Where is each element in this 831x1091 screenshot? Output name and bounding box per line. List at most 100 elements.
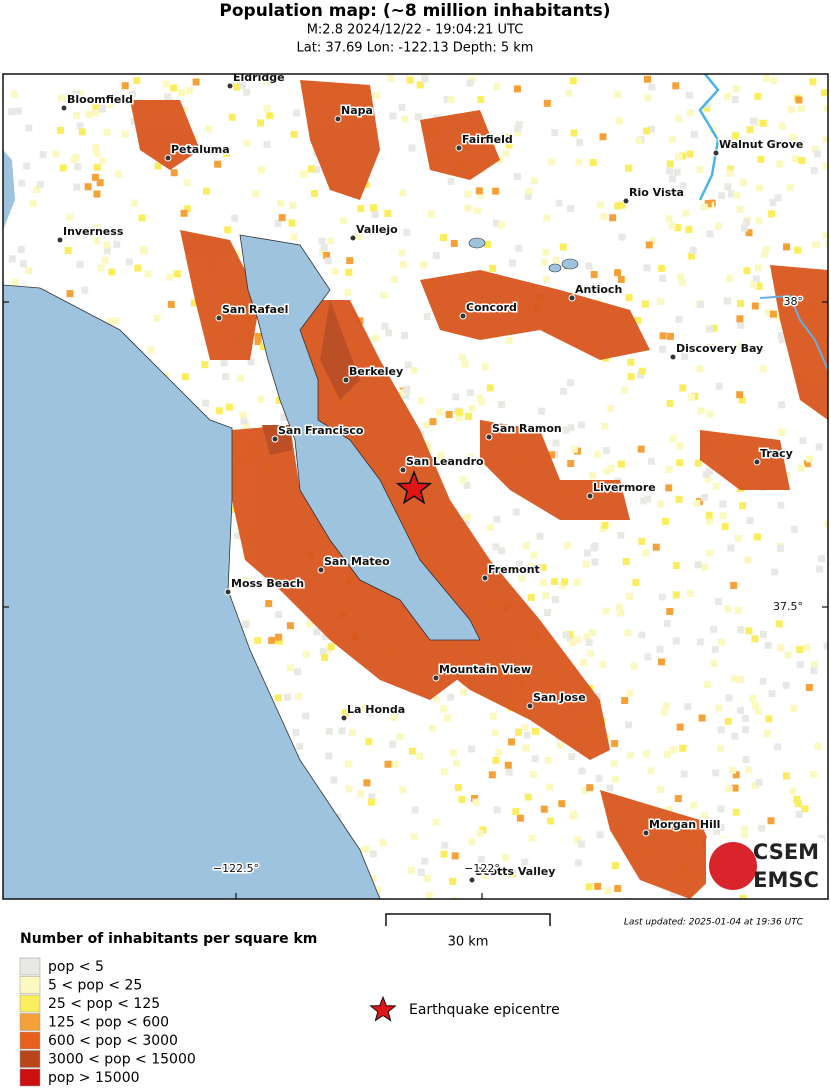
pop-cell	[139, 245, 147, 253]
pop-cell	[725, 785, 733, 793]
pop-cell	[595, 774, 603, 782]
pop-cell	[696, 638, 704, 646]
pop-cell	[736, 315, 744, 323]
pop-cell	[406, 76, 414, 84]
pop-cell	[577, 421, 585, 429]
pop-cell	[627, 358, 635, 366]
pop-cell	[713, 827, 721, 835]
pop-cell	[461, 360, 469, 368]
pop-cell	[173, 270, 181, 278]
pop-cell	[763, 730, 771, 738]
legend-title: Number of inhabitants per square km	[20, 931, 317, 947]
pop-cell	[685, 225, 693, 233]
pop-cell	[774, 194, 782, 202]
pop-cell	[166, 273, 174, 281]
pop-cell	[697, 407, 705, 415]
legend-label: pop < 5	[48, 959, 104, 975]
pop-cell	[627, 373, 635, 381]
pop-cell	[330, 776, 338, 784]
pop-cell	[543, 99, 551, 107]
epicentre-star	[395, 469, 433, 505]
legend-star	[369, 995, 397, 1022]
pop-cell	[243, 139, 251, 147]
pop-cell	[391, 760, 399, 768]
pop-cell	[468, 404, 476, 412]
pop-cell	[674, 795, 682, 803]
pop-cell	[66, 213, 74, 221]
pop-cell	[286, 664, 294, 672]
legend-swatch	[19, 957, 41, 976]
pop-cell	[220, 359, 228, 367]
pop-cell	[611, 740, 619, 748]
pop-cell	[614, 202, 622, 210]
pop-cell	[681, 352, 689, 360]
pop-cell	[767, 817, 775, 825]
pop-cell	[440, 705, 448, 713]
pop-cell	[752, 275, 760, 283]
pop-cell	[732, 771, 740, 779]
pop-cell	[410, 833, 418, 841]
pop-cell	[669, 435, 677, 443]
pop-cell	[114, 170, 122, 178]
pop-cell	[704, 475, 712, 483]
pop-cell	[690, 801, 698, 809]
pop-cell	[663, 620, 671, 628]
ocean	[3, 284, 381, 899]
pop-cell	[138, 214, 146, 222]
pop-cell	[338, 727, 346, 735]
pop-cell	[769, 310, 777, 318]
pop-cell	[666, 608, 674, 616]
pop-cell	[732, 85, 740, 93]
pop-cell	[380, 291, 388, 299]
pop-cell	[327, 643, 335, 651]
pop-cell	[25, 267, 33, 275]
pop-cell	[656, 785, 664, 793]
pop-cell	[274, 219, 282, 227]
pop-cell	[103, 241, 111, 249]
pop-cell	[659, 274, 667, 282]
pop-cell	[399, 261, 407, 269]
pop-cell	[398, 103, 406, 111]
pop-cell	[214, 160, 222, 168]
pop-cell	[717, 805, 725, 813]
pop-cell	[588, 629, 596, 637]
pop-cell	[427, 210, 435, 218]
pop-cell	[789, 133, 797, 141]
pop-cell	[822, 231, 828, 239]
pop-cell	[505, 336, 513, 344]
pop-cell	[786, 183, 794, 191]
pop-cell	[367, 709, 375, 717]
city-dot	[455, 144, 463, 152]
pop-cell	[562, 426, 570, 434]
pop-cell	[509, 870, 517, 878]
pop-cell	[11, 278, 19, 286]
pop-cell	[441, 841, 449, 849]
legend-swatch	[19, 1050, 41, 1068]
pop-cell	[796, 661, 804, 669]
pop-cell	[422, 440, 430, 448]
legend-swatch	[19, 994, 41, 1013]
pop-cell	[416, 81, 424, 89]
pop-cell	[236, 374, 244, 382]
pop-cell	[741, 826, 749, 834]
pop-cell	[450, 239, 458, 247]
lake	[561, 258, 579, 270]
pop-cell	[355, 232, 363, 240]
pop-cell	[603, 467, 611, 475]
pop-cell	[103, 247, 111, 255]
pop-cell	[420, 261, 428, 269]
pop-cell	[162, 80, 170, 88]
pop-cell	[736, 676, 744, 684]
pop-cell	[558, 800, 566, 808]
pop-cell	[580, 659, 588, 667]
pop-cell	[777, 545, 785, 553]
pop-cell	[307, 165, 315, 173]
pop-cell	[667, 332, 675, 340]
pop-cell	[675, 153, 683, 161]
pop-cell	[750, 117, 758, 125]
pop-cell	[466, 79, 474, 87]
pop-cell	[76, 260, 84, 268]
pop-cell	[331, 267, 339, 275]
pop-cell	[536, 532, 544, 540]
ocean	[3, 150, 15, 230]
